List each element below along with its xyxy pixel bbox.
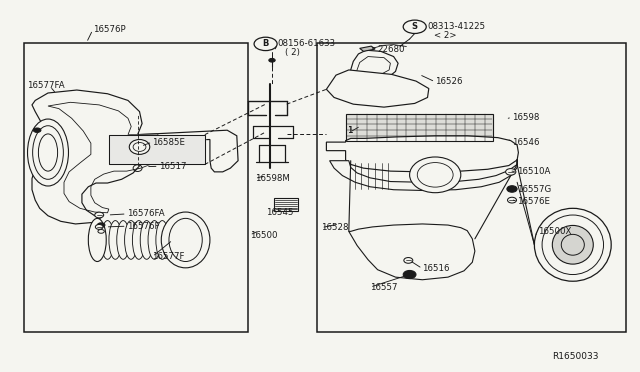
Text: 16526: 16526 <box>435 77 463 86</box>
Text: ( 2): ( 2) <box>285 48 300 57</box>
Ellipse shape <box>101 221 114 259</box>
Ellipse shape <box>125 221 138 259</box>
Circle shape <box>403 20 426 33</box>
Ellipse shape <box>116 221 129 259</box>
Text: 16500: 16500 <box>250 231 277 240</box>
Text: R1650033: R1650033 <box>552 352 598 361</box>
Polygon shape <box>346 114 493 141</box>
Polygon shape <box>326 136 518 172</box>
Ellipse shape <box>552 225 593 264</box>
Ellipse shape <box>164 221 177 259</box>
Ellipse shape <box>88 218 106 262</box>
Text: 16577FA: 16577FA <box>27 81 65 90</box>
Text: 1: 1 <box>347 126 353 135</box>
Ellipse shape <box>161 212 210 268</box>
Text: 16576F: 16576F <box>127 222 159 231</box>
Ellipse shape <box>403 270 416 279</box>
Text: 16598: 16598 <box>512 113 540 122</box>
Ellipse shape <box>95 212 104 218</box>
Text: 16500X: 16500X <box>538 227 571 236</box>
Polygon shape <box>274 198 298 211</box>
Circle shape <box>254 37 277 51</box>
Ellipse shape <box>33 128 41 132</box>
Polygon shape <box>326 70 429 107</box>
Polygon shape <box>349 50 398 84</box>
Ellipse shape <box>410 157 461 193</box>
Ellipse shape <box>95 224 103 230</box>
Text: 16576E: 16576E <box>517 197 550 206</box>
Text: 16510A: 16510A <box>517 167 550 176</box>
Text: 16546: 16546 <box>512 138 540 147</box>
Text: 16557G: 16557G <box>517 185 552 194</box>
Ellipse shape <box>129 140 150 154</box>
Text: 16545: 16545 <box>266 208 293 217</box>
Text: 16577F: 16577F <box>152 252 185 261</box>
Ellipse shape <box>140 221 153 259</box>
Text: 08313-41225: 08313-41225 <box>428 22 486 31</box>
Text: 16557: 16557 <box>370 283 397 292</box>
Ellipse shape <box>269 58 275 62</box>
Text: 16576P: 16576P <box>93 25 125 34</box>
Text: 22680: 22680 <box>378 45 405 54</box>
Text: S: S <box>412 22 418 31</box>
Ellipse shape <box>506 169 516 175</box>
Text: 16517: 16517 <box>159 162 186 171</box>
Ellipse shape <box>507 186 517 192</box>
Polygon shape <box>330 159 517 190</box>
Ellipse shape <box>132 221 145 259</box>
Polygon shape <box>32 90 238 224</box>
Ellipse shape <box>172 221 184 259</box>
Text: 08156-61633: 08156-61633 <box>278 39 336 48</box>
Text: 16585E: 16585E <box>152 138 186 147</box>
Ellipse shape <box>156 221 169 259</box>
Text: 16576FA: 16576FA <box>127 209 164 218</box>
Ellipse shape <box>148 221 161 259</box>
Ellipse shape <box>404 257 413 263</box>
Polygon shape <box>109 135 205 164</box>
Polygon shape <box>349 224 475 280</box>
Text: B: B <box>262 39 269 48</box>
Text: 16516: 16516 <box>422 264 450 273</box>
Ellipse shape <box>109 221 122 259</box>
Ellipse shape <box>28 119 68 186</box>
Text: 16598M: 16598M <box>255 174 289 183</box>
Text: 1: 1 <box>347 126 353 135</box>
Ellipse shape <box>97 223 105 227</box>
Text: 16528: 16528 <box>321 223 349 232</box>
Ellipse shape <box>534 208 611 281</box>
Ellipse shape <box>508 197 516 203</box>
Polygon shape <box>360 46 375 51</box>
Text: < 2>: < 2> <box>434 31 456 40</box>
